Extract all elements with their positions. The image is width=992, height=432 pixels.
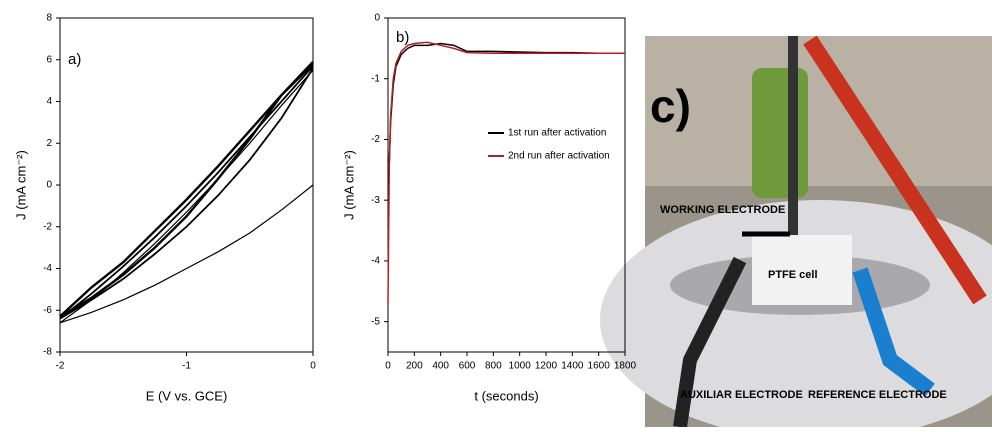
x-tick-label: -2 — [56, 361, 65, 372]
x-tick-label: 1200 — [535, 361, 558, 372]
y-tick-label: 0 — [46, 180, 52, 191]
y-tick-label: -3 — [371, 195, 380, 206]
legend-label: 2nd run after activation — [508, 151, 610, 162]
y-tick-label: 4 — [46, 96, 52, 107]
legend-label: 1st run after activation — [508, 128, 606, 139]
series-line — [59, 65, 314, 320]
x-tick-label: 200 — [406, 361, 423, 372]
y-tick-label: -6 — [43, 305, 52, 316]
reference-label: REFERENCE ELECTRODE — [808, 389, 947, 401]
x-tick-label: -1 — [182, 361, 191, 372]
plot-frame — [387, 17, 626, 353]
panel-label: b) — [396, 29, 409, 46]
series-line — [59, 61, 314, 318]
x-axis-label: E (V vs. GCE) — [146, 388, 228, 403]
series-line — [388, 42, 625, 164]
auxiliar-label: AUXILIAR ELECTRODE — [680, 389, 803, 401]
y-tick-label: -1 — [371, 73, 380, 84]
dome — [600, 200, 992, 432]
panel-label: a) — [68, 51, 81, 68]
photo: c) WORKING ELECTRODE PTFE cell AUXILIAR … — [600, 35, 992, 432]
y-tick-label: -8 — [43, 347, 52, 358]
y-tick-label: -2 — [371, 134, 380, 145]
y-axis-label: J (mA cm⁻²) — [13, 150, 28, 220]
y-tick-label: -4 — [371, 256, 380, 267]
x-tick-label: 1600 — [588, 361, 611, 372]
x-tick-label: 0 — [310, 361, 316, 372]
working-label: WORKING ELECTRODE — [660, 204, 785, 216]
x-tick-label: 1800 — [614, 361, 637, 372]
x-tick-label: 800 — [485, 361, 502, 372]
holder — [752, 68, 808, 198]
y-tick-label: 0 — [374, 13, 380, 24]
x-tick-label: 1000 — [509, 361, 532, 372]
x-tick-label: 400 — [432, 361, 449, 372]
black-lead — [673, 256, 747, 429]
panel-label: c) — [650, 80, 691, 132]
y-tick-label: -4 — [43, 263, 52, 274]
plot-frame — [59, 17, 314, 353]
y-tick-label: 2 — [46, 138, 52, 149]
red-lead — [803, 35, 987, 305]
series-line — [387, 41, 625, 304]
cell — [752, 235, 852, 305]
y-tick-label: -2 — [43, 221, 52, 232]
y-axis-label: J (mA cm⁻²) — [341, 150, 356, 220]
blue-lead — [852, 267, 935, 397]
x-axis-label: t (seconds) — [474, 388, 538, 403]
y-tick-label: 6 — [46, 54, 52, 65]
x-tick-label: 600 — [459, 361, 476, 372]
x-tick-label: 0 — [385, 361, 391, 372]
cell-label: PTFE cell — [768, 269, 818, 281]
rod — [788, 36, 798, 236]
y-tick-label: 8 — [46, 13, 52, 24]
y-tick-label: -5 — [371, 316, 380, 327]
x-tick-label: 1400 — [561, 361, 584, 372]
